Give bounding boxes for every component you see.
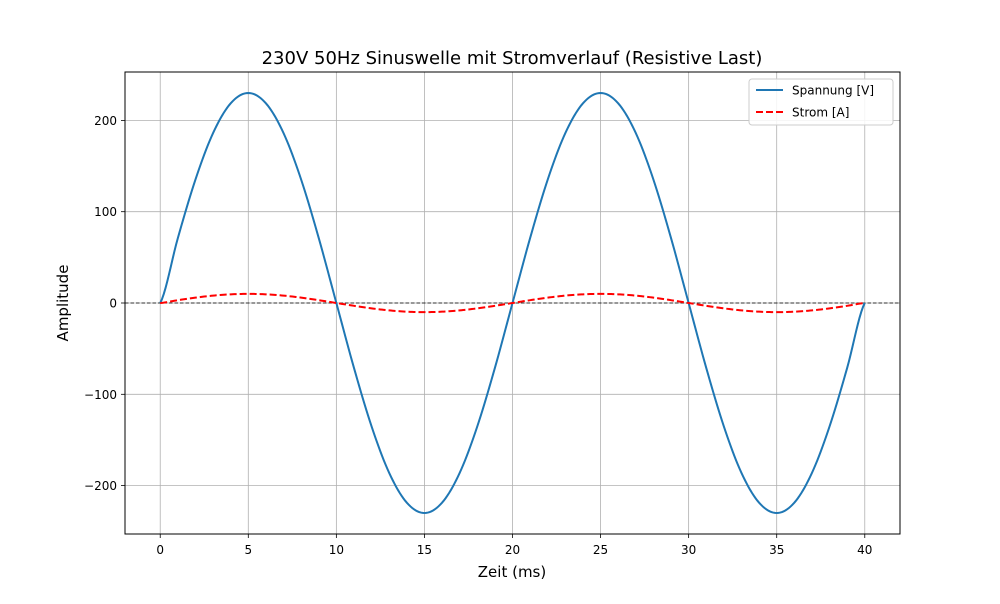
- series-line-1: [160, 292, 865, 314]
- x-axis-label: Zeit (ms): [478, 563, 546, 581]
- y-tick-label: 200: [94, 114, 117, 128]
- x-tick-label: 35: [769, 543, 784, 557]
- x-tick-label: 10: [329, 543, 344, 557]
- ticks: 0 5 10 15 20 25 30 35 40 −200 −100 0 100 200: [84, 114, 872, 557]
- y-tick-label: 100: [94, 205, 117, 219]
- x-tick-label: 30: [681, 543, 696, 557]
- legend-box: [748, 78, 894, 126]
- series-layer: [159, 91, 866, 515]
- x-tick-label: 40: [857, 543, 872, 557]
- y-axis-label: Amplitude: [54, 265, 72, 342]
- y-tick-label: −200: [84, 479, 117, 493]
- y-tick-label: −100: [84, 388, 117, 402]
- x-tick-label: 5: [244, 543, 252, 557]
- legend-label-spannung: Spannung [V]: [792, 84, 874, 98]
- chart-title: 230V 50Hz Sinuswelle mit Stromverlauf (R…: [262, 48, 763, 69]
- x-tick-label: 0: [156, 543, 164, 557]
- legend-label-strom: Strom [A]: [792, 106, 849, 120]
- x-tick-label: 20: [505, 543, 520, 557]
- y-tick-label: 0: [109, 297, 117, 311]
- x-tick-label: 25: [593, 543, 608, 557]
- legend: Spannung [V] Strom [A]: [748, 78, 894, 126]
- x-tick-label: 15: [417, 543, 432, 557]
